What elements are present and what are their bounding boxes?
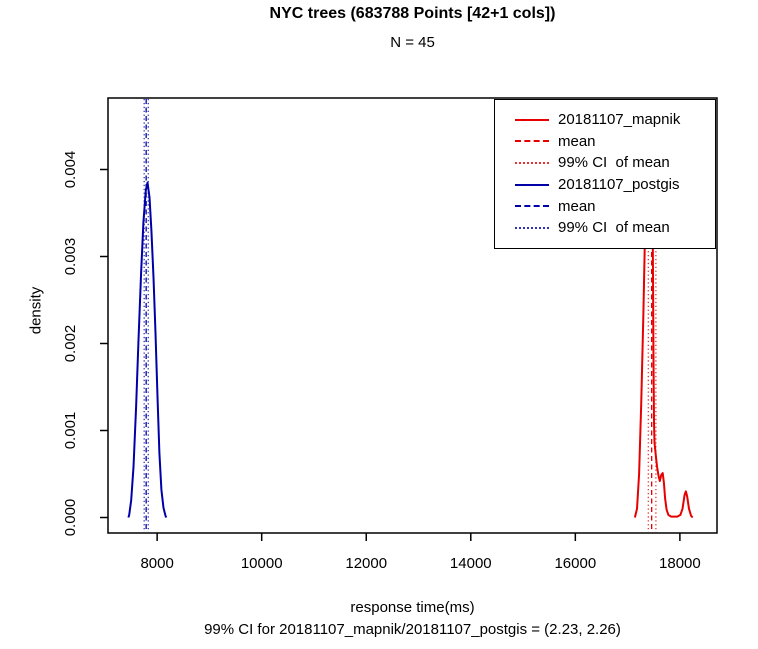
x-axis: 8000 10000 12000 14000 16000 18000	[140, 533, 701, 572]
y-axis: 0.000 0.001 0.002 0.003 0.004	[62, 151, 108, 537]
legend-label: 20181107_mapnik	[558, 111, 681, 129]
chart-title: NYC trees (683788 Points [42+1 cols])	[269, 5, 556, 22]
mapnik-line-sample	[515, 118, 549, 121]
legend-row-postgis-mean: mean	[515, 195, 715, 217]
legend-label: 99% CI of mean	[558, 154, 670, 172]
x-tick-label: 8000	[140, 555, 173, 572]
legend-row-mapnik-mean: mean	[515, 131, 715, 153]
x-tick-label: 18000	[659, 555, 701, 572]
x-tick-label: 14000	[450, 555, 492, 572]
mapnik-ci-line-sample	[515, 161, 549, 164]
postgis-line-sample	[515, 183, 549, 186]
legend-label: 20181107_postgis	[558, 176, 680, 194]
x-tick-label: 10000	[241, 555, 283, 572]
postgis-mean-line-sample	[515, 205, 549, 208]
mapnik-mean-line-sample	[515, 140, 549, 143]
y-tick-label: 0.003	[62, 238, 79, 276]
x-tick-label: 16000	[554, 555, 596, 572]
legend-label: mean	[558, 132, 596, 150]
y-tick-label: 0.000	[62, 499, 79, 537]
legend-label: 99% CI of mean	[558, 219, 670, 237]
legend-label: mean	[558, 197, 596, 215]
plot-frame	[107, 97, 718, 534]
y-tick-label: 0.004	[62, 151, 79, 189]
x-axis-label: response time(ms)	[350, 599, 475, 616]
ci-ratio-caption: 99% CI for 20181107_mapnik/20181107_post…	[204, 621, 621, 638]
legend-row-mapnik-ci: 99% CI of mean	[515, 152, 715, 174]
x-tick-label: 12000	[345, 555, 387, 572]
legend-row-postgis: 20181107_postgis	[515, 174, 715, 196]
legend-box: 20181107_mapnik mean 99% CI of mean 2018…	[494, 99, 716, 249]
y-tick-label: 0.002	[62, 325, 79, 363]
20181107_postgis-density-curve	[127, 181, 168, 518]
y-tick-label: 0.001	[62, 412, 79, 450]
chart-subtitle: N = 45	[390, 34, 435, 51]
postgis-ci-line-sample	[515, 226, 549, 229]
legend-row-postgis-ci: 99% CI of mean	[515, 217, 715, 239]
legend-row-mapnik: 20181107_mapnik	[515, 109, 715, 131]
